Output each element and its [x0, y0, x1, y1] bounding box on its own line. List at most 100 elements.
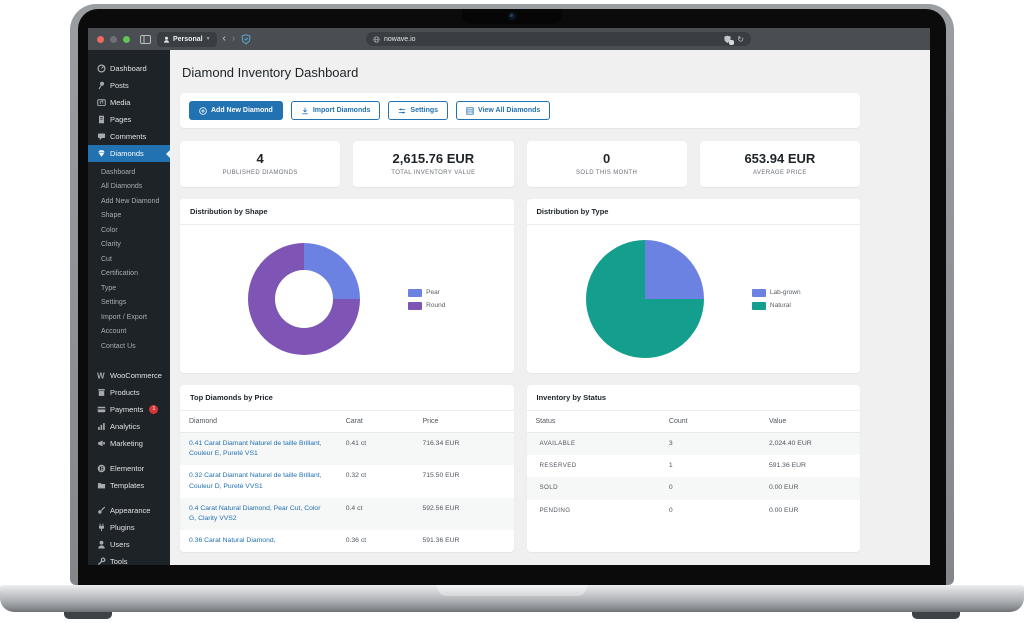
column-header: Carat	[336, 411, 414, 433]
submenu-item-type[interactable]: Type	[101, 284, 117, 292]
submenu-item-dashboard[interactable]: Dashboard	[101, 168, 136, 176]
laptop-camera	[508, 12, 516, 20]
diamond-link[interactable]: 0.32 Carat Diamant Naturel de taille Bri…	[189, 472, 322, 490]
sidebar-item-appearance[interactable]: Appearance	[88, 502, 170, 519]
table-row: 0.36 Carat Natural Diamond, 0.36 ct 591.…	[189, 537, 460, 545]
add-new-diamond-button[interactable]: Add New Diamond	[189, 101, 283, 120]
legend-item[interactable]: Lab-grown	[751, 288, 801, 297]
chevron-down-icon: ▼	[205, 36, 211, 42]
legend-item[interactable]: Pear	[408, 288, 445, 297]
folder-icon	[96, 481, 106, 490]
import-diamonds-button[interactable]: Import Diamonds	[290, 101, 381, 120]
submenu-item-add-new-diamond[interactable]: Add New Diamond	[101, 197, 160, 205]
close-window-button[interactable]	[97, 35, 104, 43]
brave-shield-icon[interactable]	[241, 33, 251, 45]
sidebar-item-dashboard[interactable]: Dashboard	[88, 60, 170, 77]
stat-sold-this-month: 0 SOLD THIS MONTH	[526, 141, 687, 187]
sidebar-item-tools[interactable]: Tools	[88, 553, 170, 565]
shape-chart-legend: Pear Round	[408, 288, 445, 310]
submenu-item-color[interactable]: Color	[101, 226, 118, 234]
sidebar-item-analytics[interactable]: Analytics	[88, 418, 170, 435]
submenu-item-certification[interactable]: Certification	[101, 270, 138, 278]
minimize-window-button[interactable]	[110, 35, 117, 43]
chart-title: Distribution by Type	[526, 199, 860, 225]
forward-button[interactable]: ›	[231, 33, 236, 44]
sidebar-item-pages[interactable]: Pages	[88, 111, 170, 128]
stat-cards-row: 4 PUBLISHED DIAMONDS 2,615.76 EUR TOTAL …	[180, 141, 860, 187]
laptop-screen: Personal ▼ ‹ › nowave.io ↻ Dashboar	[88, 28, 930, 565]
sidebar-item-templates[interactable]: Templates	[88, 477, 170, 494]
sidebar-item-products[interactable]: Products	[88, 384, 170, 401]
stat-published-diamonds: 4 PUBLISHED DIAMONDS	[180, 141, 341, 187]
credit-card-icon	[96, 405, 106, 414]
sidebar-item-users[interactable]: Users	[88, 536, 170, 553]
diamond-link[interactable]: 0.4 Carat Natural Diamond, Pear Cut, Col…	[189, 504, 321, 522]
submenu-item-clarity[interactable]: Clarity	[101, 241, 121, 249]
column-header: Count	[659, 411, 760, 433]
table-title: Top Diamonds by Price	[180, 385, 514, 411]
sidebar-item-label: Products	[110, 387, 140, 397]
zoom-window-button[interactable]	[123, 35, 130, 43]
submenu-item-import-export[interactable]: Import / Export	[101, 313, 147, 321]
submenu-item-cut[interactable]: Cut	[101, 255, 112, 263]
sidebar-item-plugins[interactable]: Plugins	[88, 519, 170, 536]
sidebar-item-label: Appearance	[110, 505, 151, 515]
reload-icon[interactable]: ↻	[737, 34, 744, 44]
table-row: 0.41 Carat Diamant Naturel de taille Bri…	[180, 432, 514, 466]
sidebar-item-label: Templates	[110, 480, 145, 490]
sliders-icon	[399, 107, 406, 114]
address-bar[interactable]: nowave.io ↻	[366, 32, 751, 46]
inventory-status-table: Status Count Value AVAILABLE 3 2,024.40 …	[526, 411, 861, 522]
sidebar-item-payments[interactable]: Payments 1	[88, 401, 170, 418]
sidebar-item-elementor[interactable]: Elementor	[88, 460, 170, 477]
table-title: Inventory by Status	[526, 385, 860, 411]
site-info-icon[interactable]	[373, 35, 380, 43]
diamond-link[interactable]: 0.36 Carat Natural Diamond,	[189, 537, 276, 545]
view-all-diamonds-button[interactable]: View All Diamonds	[456, 101, 551, 120]
submenu-item-account[interactable]: Account	[101, 328, 127, 336]
back-button[interactable]: ‹	[222, 33, 226, 44]
actions-toolbar: Add New Diamond Import Diamonds Settings…	[180, 93, 860, 128]
sidebar-item-diamonds[interactable]: Diamonds	[88, 145, 170, 162]
sidebar-item-media[interactable]: Media	[88, 94, 170, 111]
bar-chart-icon	[96, 422, 106, 431]
sidebar-item-label: Posts	[110, 81, 129, 90]
submenu-item-contact-us[interactable]: Contact Us	[101, 342, 136, 350]
stat-value: 4	[256, 151, 264, 166]
svg-text:W: W	[97, 371, 105, 379]
wp-admin-content: Diamond Inventory Dashboard Add New Diam…	[170, 50, 930, 565]
sidebar-item-posts[interactable]: Posts	[88, 77, 170, 94]
profile-chip[interactable]: Personal ▼	[157, 31, 217, 47]
brush-icon	[96, 506, 106, 515]
table-row: AVAILABLE 3 2,024.40 EUR	[526, 432, 860, 456]
submenu-item-shape[interactable]: Shape	[101, 212, 122, 220]
status-label: SOLD	[526, 477, 660, 500]
user-icon	[96, 540, 106, 549]
diamonds-submenu: Dashboard All Diamonds Add New Diamond S…	[88, 162, 170, 359]
submenu-item-settings[interactable]: Settings	[101, 299, 127, 307]
diamond-link[interactable]: 0.41 Carat Diamant Naturel de taille Bri…	[189, 440, 322, 458]
payments-notification-badge: 1	[149, 404, 159, 414]
sidebar-item-comments[interactable]: Comments	[88, 128, 170, 145]
elementor-icon	[96, 464, 106, 473]
laptop-lid-scoop	[437, 585, 587, 596]
legend-item[interactable]: Natural	[751, 301, 801, 310]
shields-count-icon[interactable]	[723, 35, 735, 45]
table-row: PENDING 0 0.00 EUR	[527, 500, 861, 522]
sidebar-item-label: Plugins	[110, 522, 135, 532]
sidebar-item-label: WooCommerce	[110, 370, 162, 380]
stat-label: SOLD THIS MONTH	[576, 170, 638, 176]
table-row: 0.4 Carat Natural Diamond, Pear Cut, Col…	[180, 497, 514, 531]
inventory-by-status-card: Inventory by Status Status Count Value A…	[526, 385, 861, 553]
column-header: Status	[526, 411, 660, 433]
sidebar-item-woocommerce[interactable]: W WooCommerce	[88, 367, 170, 384]
settings-button[interactable]: Settings	[388, 101, 449, 120]
sidebar-item-label: Comments	[110, 132, 147, 141]
sidebar-item-label: Payments	[110, 404, 144, 414]
sidebar-item-marketing[interactable]: Marketing	[88, 435, 170, 452]
sidebar-toggle-icon[interactable]	[140, 34, 151, 44]
legend-item[interactable]: Round	[408, 301, 445, 310]
sidebar-item-label: Users	[110, 539, 130, 549]
type-pie-chart	[585, 240, 704, 358]
submenu-item-all-diamonds[interactable]: All Diamonds	[101, 183, 143, 191]
